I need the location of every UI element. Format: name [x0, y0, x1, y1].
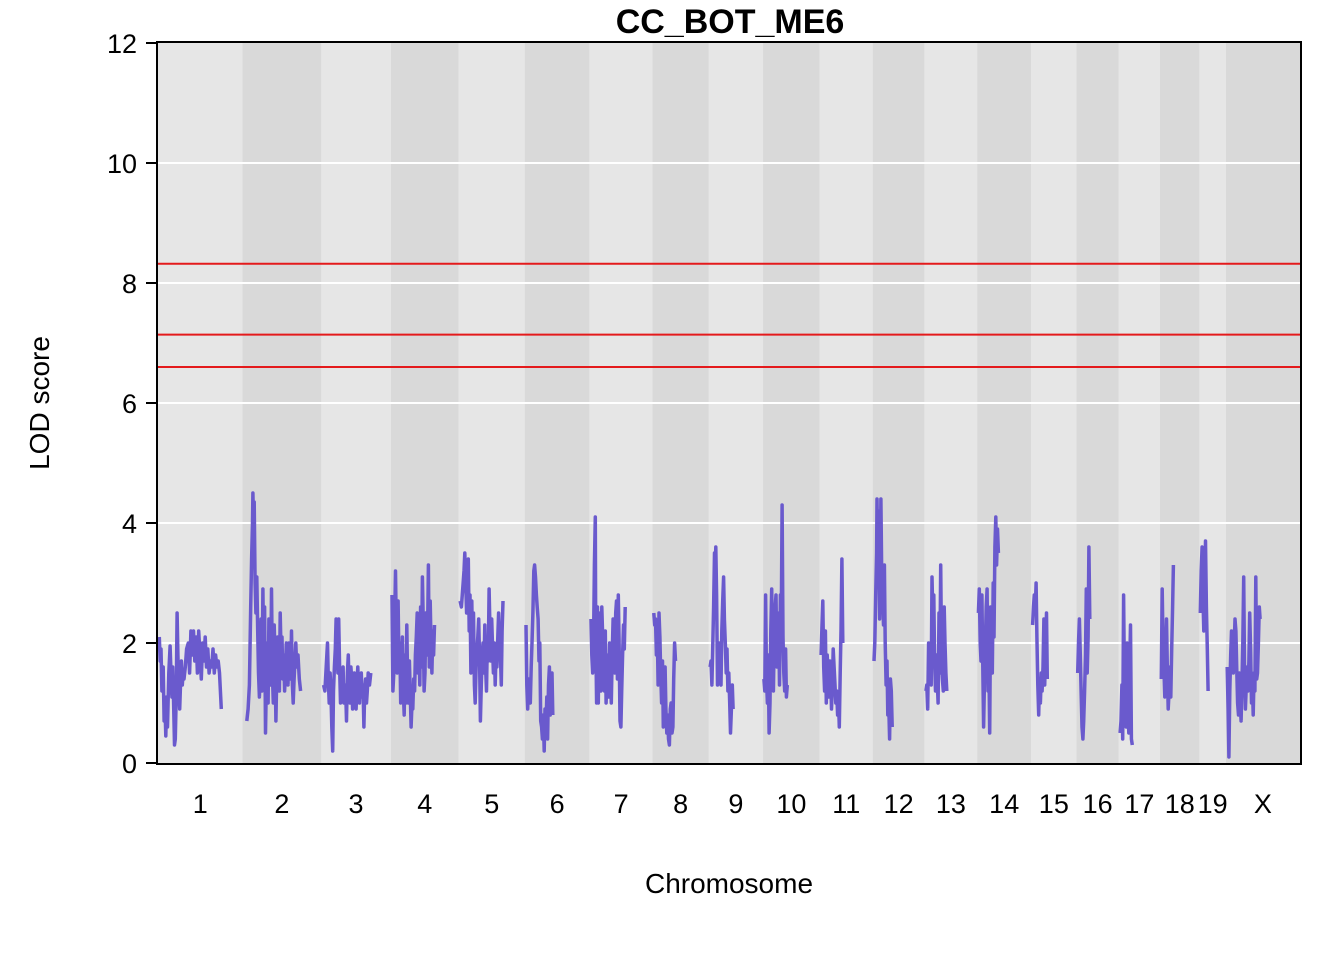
x-tick-label-16: 16 [1083, 789, 1113, 819]
lod-curve-chr-6 [524, 563, 555, 753]
x-tick-label-9: 9 [728, 789, 743, 819]
x-tick-label-10: 10 [776, 789, 806, 819]
y-axis-ticks: 0 2 4 6 8 10 12 [107, 29, 157, 779]
lod-curve [157, 491, 1262, 759]
x-tick-label-6: 6 [550, 789, 565, 819]
x-axis-label: Chromosome [645, 868, 813, 899]
x-tick-label-11: 11 [832, 789, 860, 819]
grid-lines [158, 162, 1300, 644]
significance-thresholds [158, 262, 1300, 368]
lod-curve-chr-15 [1030, 581, 1050, 717]
x-tick-label-2: 2 [274, 789, 289, 819]
lod-curve-chr-11 [819, 557, 845, 729]
lod-curve-chr-17 [1118, 593, 1135, 746]
x-tick-label-14: 14 [989, 789, 1019, 819]
y-tick-label-10: 10 [107, 149, 137, 179]
x-axis-ticks: 1 2 3 4 5 6 7 8 9 10 11 12 13 14 15 16 17 18 19 X [193, 789, 1272, 819]
lod-curve-chr-3 [321, 617, 373, 753]
lod-curve-chr-X [1225, 575, 1262, 759]
x-tick-label-4: 4 [417, 789, 432, 819]
lod-curve-chr-9 [708, 545, 735, 735]
y-tick-label-2: 2 [122, 629, 137, 659]
x-tick-label-15: 15 [1039, 789, 1069, 819]
x-tick-label-19: 19 [1198, 789, 1228, 819]
lod-curve-chr-16 [1075, 545, 1092, 741]
x-tick-label-1: 1 [193, 789, 208, 819]
x-tick-label-7: 7 [614, 789, 629, 819]
x-tick-label-13: 13 [936, 789, 966, 819]
lod-curve-chr-19 [1198, 539, 1210, 692]
lod-curve-chr-8 [652, 611, 678, 747]
lod-curve-chr-18 [1159, 564, 1176, 711]
y-tick-label-0: 0 [122, 749, 137, 779]
y-tick-label-8: 8 [122, 269, 137, 299]
lod-curve-chr-12 [872, 497, 894, 741]
lod-curve-chr-14 [976, 515, 1001, 735]
lod-curve-chr-7 [589, 515, 627, 729]
chart-title: CC_BOT_ME6 [616, 3, 845, 41]
y-tick-label-4: 4 [122, 509, 137, 539]
lod-curve-chr-13 [924, 563, 949, 711]
x-tick-label-5: 5 [484, 789, 499, 819]
lod-curve-chr-1 [157, 611, 224, 747]
lod-curve-chr-10 [762, 503, 790, 735]
x-tick-label-17: 17 [1124, 789, 1154, 819]
lod-curve-chr-2 [245, 491, 303, 735]
y-tick-label-6: 6 [122, 389, 137, 419]
lod-curve-chr-5 [458, 551, 505, 723]
x-tick-label-12: 12 [884, 789, 914, 819]
x-tick-label-3: 3 [349, 789, 364, 819]
x-tick-label-X: X [1254, 789, 1272, 819]
x-tick-label-8: 8 [673, 789, 688, 819]
x-tick-label-18: 18 [1165, 789, 1195, 819]
lod-curve-chr-4 [390, 563, 437, 729]
y-tick-label-12: 12 [107, 29, 137, 59]
y-axis-label: LOD score [24, 336, 55, 470]
